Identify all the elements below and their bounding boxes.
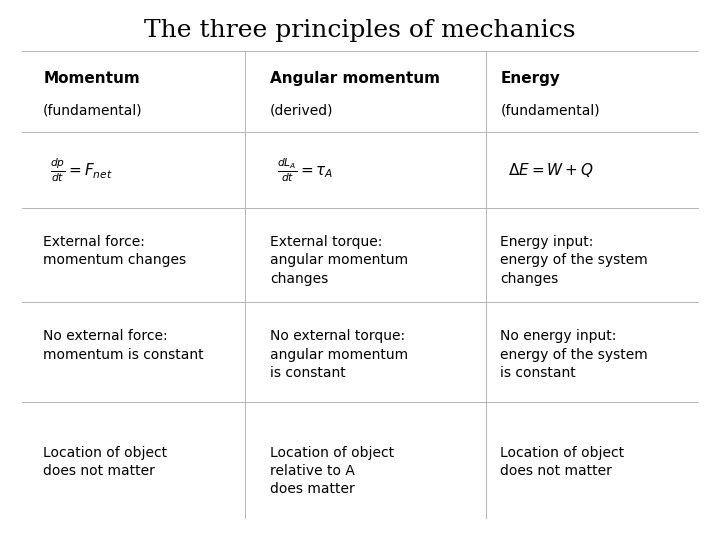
Text: Energy: Energy [500,71,560,86]
Text: Location of object
does not matter: Location of object does not matter [500,446,624,478]
Text: Location of object
relative to A
does matter: Location of object relative to A does ma… [270,446,394,496]
Text: (derived): (derived) [270,104,333,118]
Text: The three principles of mechanics: The three principles of mechanics [144,19,576,42]
Text: (fundamental): (fundamental) [43,104,143,118]
Text: $\frac{dL_A}{dt} = \tau_A$: $\frac{dL_A}{dt} = \tau_A$ [277,157,333,184]
Text: $\frac{dp}{dt} = F_{net}$: $\frac{dp}{dt} = F_{net}$ [50,156,113,184]
Text: External torque:
angular momentum
changes: External torque: angular momentum change… [270,235,408,286]
Text: Location of object
does not matter: Location of object does not matter [43,446,167,478]
Text: External force:
momentum changes: External force: momentum changes [43,235,186,267]
Text: $\Delta E = W + Q$: $\Delta E = W + Q$ [508,161,593,179]
Text: No energy input:
energy of the system
is constant: No energy input: energy of the system is… [500,329,648,380]
Text: Angular momentum: Angular momentum [270,71,440,86]
Text: Momentum: Momentum [43,71,140,86]
Text: (fundamental): (fundamental) [500,104,600,118]
Text: No external force:
momentum is constant: No external force: momentum is constant [43,329,204,362]
Text: No external torque:
angular momentum
is constant: No external torque: angular momentum is … [270,329,408,380]
Text: Energy input:
energy of the system
changes: Energy input: energy of the system chang… [500,235,648,286]
